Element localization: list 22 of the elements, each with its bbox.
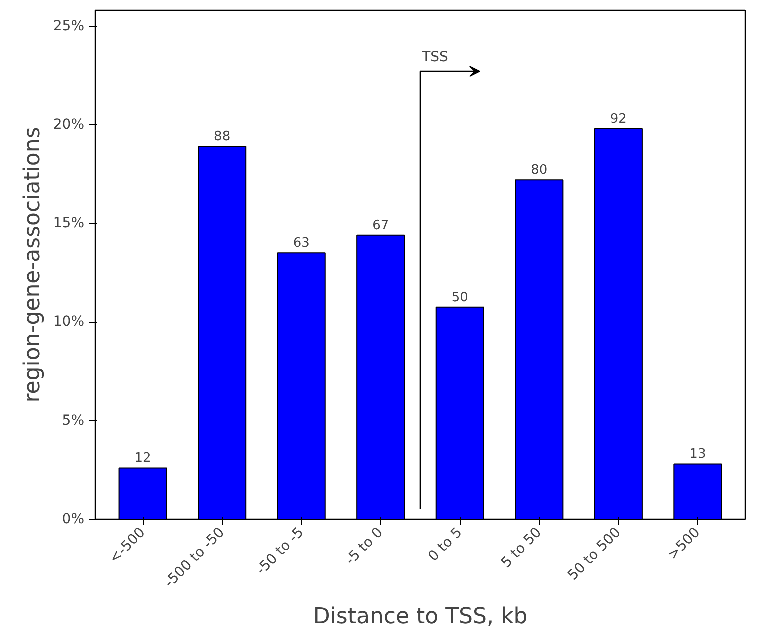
y-tick-label: 20%: [53, 116, 85, 133]
annotation: 67: [372, 218, 390, 234]
annotation: TSS: [421, 49, 449, 66]
x-tick-label: 0 to 5: [426, 524, 466, 565]
x-axis-title: Distance to TSS, kb: [313, 604, 528, 630]
x-tick-label: 50 to 500: [565, 524, 624, 584]
annotation: 13: [690, 447, 706, 462]
annotation: 63: [293, 236, 310, 252]
y-axis-title: region-gene-associations: [20, 127, 46, 403]
y-tick-label: 0%: [62, 512, 85, 528]
x-tick-label: -50 to -5: [254, 524, 308, 578]
y-tick-label: 10%: [53, 314, 85, 330]
annotation: 88: [214, 130, 231, 145]
x-tick-label: 5 to 50: [498, 524, 546, 572]
y-tick-label: 5%: [62, 412, 85, 429]
y-tick-label: 15%: [53, 216, 85, 232]
annotation: 80: [531, 163, 548, 178]
annotation: 92: [610, 112, 627, 127]
x-tick-label: -5 to 0: [342, 524, 387, 569]
y-tick-label: 25%: [53, 18, 85, 34]
annotation: 50: [452, 290, 468, 306]
annotation: 12: [134, 451, 152, 466]
